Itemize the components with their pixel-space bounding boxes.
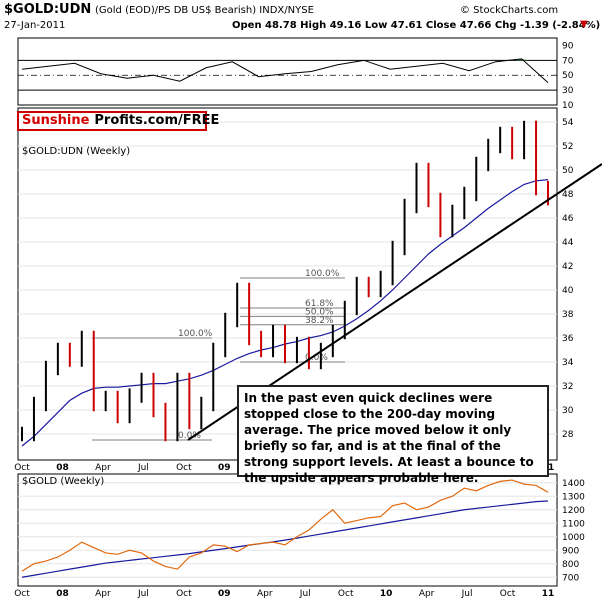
price-tick-label: 32: [562, 382, 573, 392]
gold-tick-label: 1300: [562, 492, 585, 502]
gold-plot: [18, 479, 557, 578]
price-tick-label: 34: [562, 358, 574, 368]
price-panel-title: $GOLD:UDN (Weekly): [22, 146, 131, 157]
gold-x-label: 08: [56, 589, 69, 599]
gold-x-label: Apr: [257, 589, 273, 599]
fib-label: 0.0%: [178, 431, 201, 441]
sunshine-profits-badge[interactable]: Sunshine Profits.com/FREE: [17, 111, 219, 131]
rsi-line: [21, 58, 549, 84]
fib-label: 100.0%: [178, 329, 213, 339]
gold-tick-label: 700: [562, 573, 579, 583]
gold-x-label: Oct: [500, 589, 516, 599]
gold-trend-line: [21, 500, 549, 578]
gold-tick-label: 1000: [562, 533, 585, 543]
rsi-overbought-fill: [515, 58, 528, 61]
fib-label: 100.0%: [305, 269, 340, 279]
gold-x-label: Jul: [137, 589, 149, 599]
chart-description: (Gold (EOD)/PS DB US$ Bearish) INDX/NYSE: [95, 5, 314, 16]
gold-tick-label: 800: [562, 560, 579, 570]
annotation-box: In the past even quick declines were sto…: [237, 385, 549, 485]
rsi-panel: [17, 37, 558, 106]
badge-link: Profits.com/FREE: [94, 113, 220, 128]
rsi-tick-label: 10: [562, 101, 574, 111]
price-tick-label: 36: [562, 334, 574, 344]
gold-x-label: Oct: [14, 589, 30, 599]
price-tick-label: 50: [562, 166, 574, 176]
gold-tick-label: 1400: [562, 479, 585, 489]
price-x-label: Oct: [176, 463, 192, 473]
price-tick-label: 38: [562, 310, 574, 320]
price-x-label: Apr: [95, 463, 111, 473]
fib-label: 0.0%: [305, 353, 328, 363]
price-x-label: 08: [56, 463, 69, 473]
gold-tick-label: 1100: [562, 519, 585, 529]
price-tick-label: 46: [562, 214, 574, 224]
price-x-label: Oct: [14, 463, 30, 473]
fib-label: 61.8%: [305, 299, 334, 309]
rsi-tick-label: 90: [562, 41, 574, 51]
rsi-tick-label: 30: [562, 86, 574, 96]
badge-brand: Sunshine: [22, 113, 90, 128]
price-tick-label: 42: [562, 262, 573, 272]
gold-tick-label: 900: [562, 546, 579, 556]
price-tick-label: 30: [562, 406, 574, 416]
price-tick-label: 52: [562, 142, 573, 152]
gold-panel-title: $GOLD (Weekly): [22, 476, 105, 487]
gold-x-label: Oct: [338, 589, 354, 599]
fib-label: 50.0%: [305, 307, 334, 317]
chart-symbol: $GOLD:UDN: [4, 2, 92, 17]
price-x-label: 09: [218, 463, 231, 473]
quote-summary: Open 48.78 High 49.16 Low 47.61 Close 47…: [232, 20, 601, 31]
rsi-plot: [18, 58, 557, 91]
price-tick-label: 44: [562, 238, 574, 248]
gold-price-line: [21, 479, 549, 572]
gold-x-label: Apr: [95, 589, 111, 599]
price-tick-label: 54: [562, 118, 574, 128]
watermark: © StockCharts.com: [460, 5, 559, 16]
gold-panel: [17, 473, 558, 587]
gold-x-label: 10: [380, 589, 393, 599]
gold-x-label: 11: [542, 589, 555, 599]
chart-date: 27-Jan-2011: [4, 20, 66, 31]
rsi-tick-label: 50: [562, 71, 574, 81]
price-tick-label: 28: [562, 430, 574, 440]
price-x-label: Jul: [137, 463, 149, 473]
price-tick-label: 48: [562, 190, 574, 200]
price-tick-label: 40: [562, 286, 574, 296]
rsi-tick-label: 70: [562, 56, 574, 66]
down-arrow-icon: ▼: [580, 19, 588, 30]
gold-tick-label: 1200: [562, 506, 585, 516]
gold-x-label: 09: [218, 589, 231, 599]
gold-x-label: Apr: [419, 589, 435, 599]
fib-label: 38.2%: [305, 316, 334, 326]
gold-x-label: Oct: [176, 589, 192, 599]
gold-x-label: Jul: [299, 589, 311, 599]
gold-x-label: Jul: [461, 589, 473, 599]
